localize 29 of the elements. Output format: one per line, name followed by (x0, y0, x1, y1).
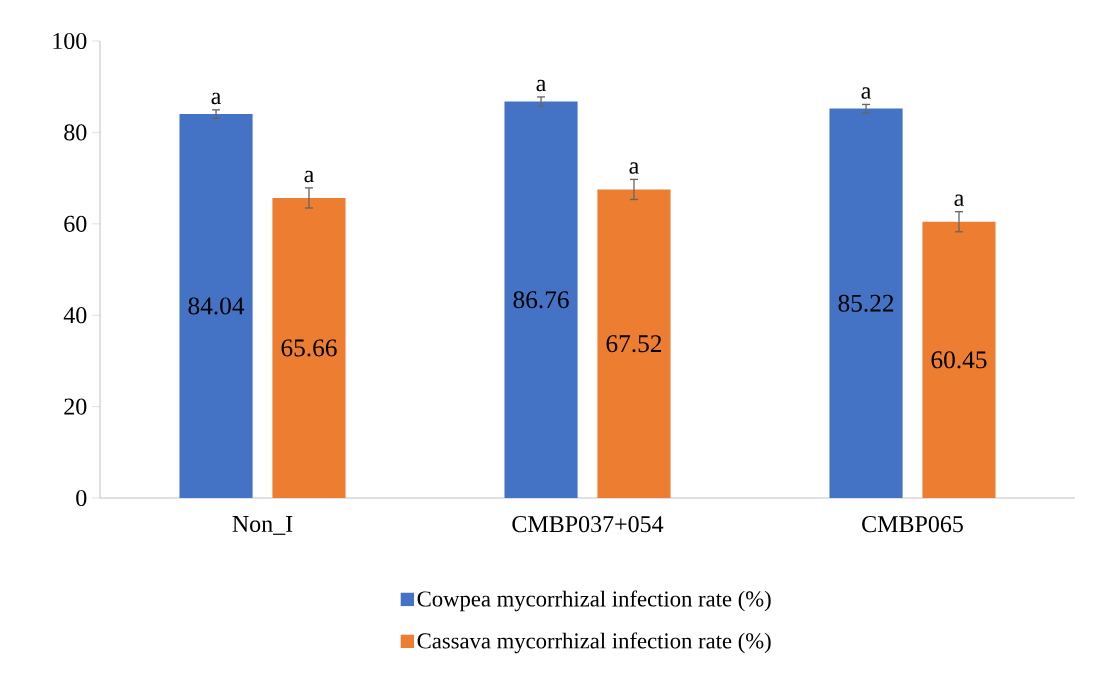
data-label: 84.04 (188, 297, 245, 315)
annotation: a (954, 194, 964, 207)
y-tick-label: 40 (63, 307, 87, 324)
annotation: a (629, 162, 639, 174)
y-tick-label: 80 (64, 124, 87, 141)
bar (597, 189, 671, 498)
x-tick-label: Non_I (232, 516, 293, 535)
y-tick-label: 60 (64, 215, 87, 232)
annotation: a (304, 170, 314, 183)
x-tick-label: CMBP065 (862, 516, 963, 533)
legend-label: Cowpea mycorrhizal infection rate (%) (417, 590, 771, 612)
annotation: a (211, 92, 222, 105)
annotation: a (536, 79, 547, 92)
data-label: 60.45 (931, 351, 987, 369)
y-tick-label: 20 (64, 398, 87, 415)
data-label: 65.66 (281, 339, 337, 357)
bar (272, 197, 346, 498)
annotation: a (861, 87, 872, 99)
bar (922, 221, 996, 498)
legend-label: Cassava mycorrhizal infection rate (%) (417, 632, 771, 654)
y-tick-label: 100 (53, 32, 87, 50)
y-tick-label: 0 (76, 489, 87, 507)
bar (829, 108, 903, 498)
x-tick-label: CMBP037+054 (512, 516, 664, 533)
data-label: 86.76 (513, 291, 569, 309)
data-label: 67.52 (606, 335, 662, 353)
bar (504, 101, 578, 498)
bar (179, 113, 253, 498)
data-label: 85.22 (838, 294, 894, 312)
